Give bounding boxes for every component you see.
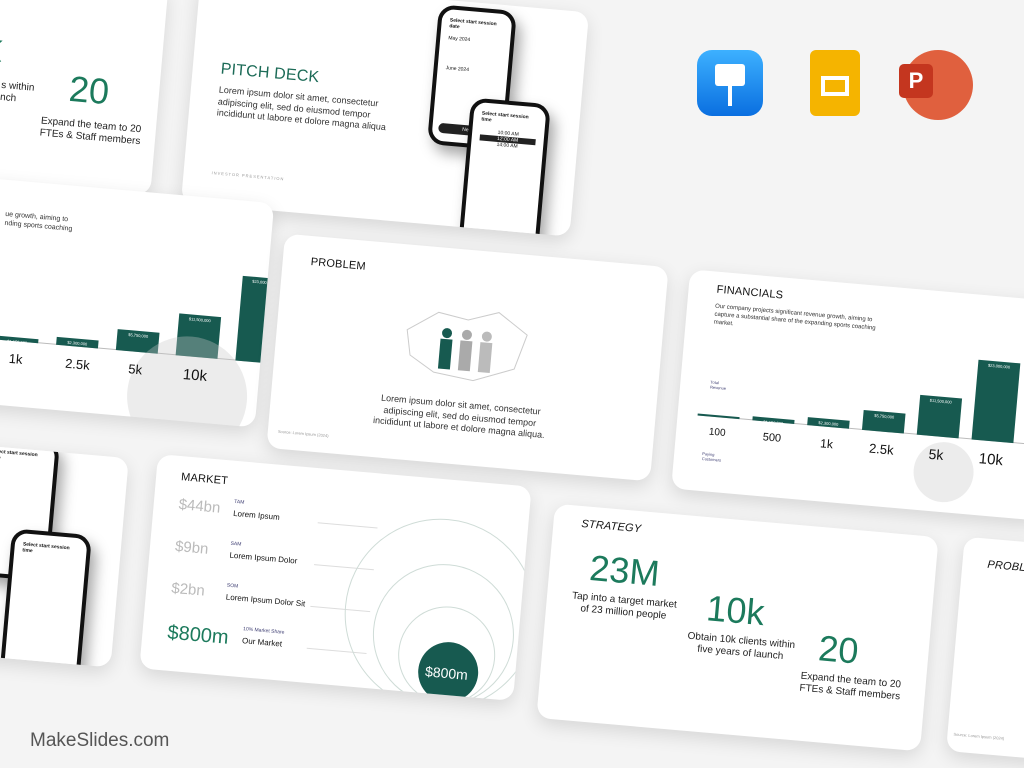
market-value: $800m xyxy=(166,621,230,649)
slide-financials: FINANCIALS Our company projects signific… xyxy=(671,269,1024,521)
customers-label: 1k xyxy=(819,436,834,452)
slide-phones: Select start session date Select start s… xyxy=(0,442,129,668)
slide-strategy-partial: k s within nch 20 Expand the team to 20 … xyxy=(0,0,169,196)
revenue-bar: $1,150,000 xyxy=(0,335,39,345)
revenue-bar: $5,750,000 xyxy=(861,409,906,434)
keynote-icon xyxy=(697,50,763,116)
revenue-bar: $2,300,000 xyxy=(807,417,850,429)
person-icon xyxy=(437,328,453,370)
slide-market: MARKET $44bn TAM Lorem Ipsum $9bn SAM Lorem I… xyxy=(139,454,532,701)
customers-label: 500 xyxy=(762,431,782,445)
slide-financials-left: ue growth, aiming to nding sports coachi… xyxy=(0,177,275,428)
slide-problem: PROBLEM Lorem ipsum dolor sit amet, cons… xyxy=(266,233,669,482)
revenue-bar: $1,150,000 xyxy=(752,416,795,426)
customers-label: 100 xyxy=(708,426,726,439)
revenue-bar: $230,000 xyxy=(697,413,740,423)
market-value: $44bn xyxy=(178,496,222,517)
phone-mockup-time: Select start session time 10:00 AM 12:00… xyxy=(458,97,551,237)
phone-mockup-time: Select start session time xyxy=(0,528,92,668)
revenue-bar: $23,000,000 xyxy=(971,359,1021,444)
customers-label: 10k xyxy=(978,450,1004,470)
market-value: $9bn xyxy=(174,537,210,558)
market-circles xyxy=(344,518,532,701)
market-tag: 10% Market Share xyxy=(242,626,285,636)
map-people-illustration xyxy=(406,311,528,382)
market-label: Our Market xyxy=(241,636,283,649)
customers-label: 2.5k xyxy=(868,440,895,458)
partial-stat-caption: s within nch xyxy=(0,79,35,105)
google-slides-icon xyxy=(810,50,860,116)
revenue-bar: $2,300,000 xyxy=(56,336,99,349)
market-label: Lorem Ipsum xyxy=(232,508,281,522)
slide-problem-partial: PROBLEM Source: Lorem Ipsum (2024) xyxy=(946,536,1024,768)
slide-strategy: STRATEGY 23M Tap into a target market of… xyxy=(536,503,939,752)
revenue-bar: $11,500,000 xyxy=(916,394,963,439)
market-label: Lorem Ipsum Dolor xyxy=(229,550,298,566)
market-tag: TAM xyxy=(233,498,245,506)
powerpoint-icon: P xyxy=(899,50,973,120)
pitch-title: PITCH DECK xyxy=(219,60,320,87)
market-tag: SAM xyxy=(230,540,242,548)
brand-label[interactable]: MakeSlides.com xyxy=(30,730,170,751)
market-value: $2bn xyxy=(170,579,206,600)
revenue-bar: $23,000,000 xyxy=(235,275,275,365)
market-label: Lorem Ipsum Dolor Sit xyxy=(225,592,306,609)
market-tag: SOM xyxy=(226,582,239,590)
